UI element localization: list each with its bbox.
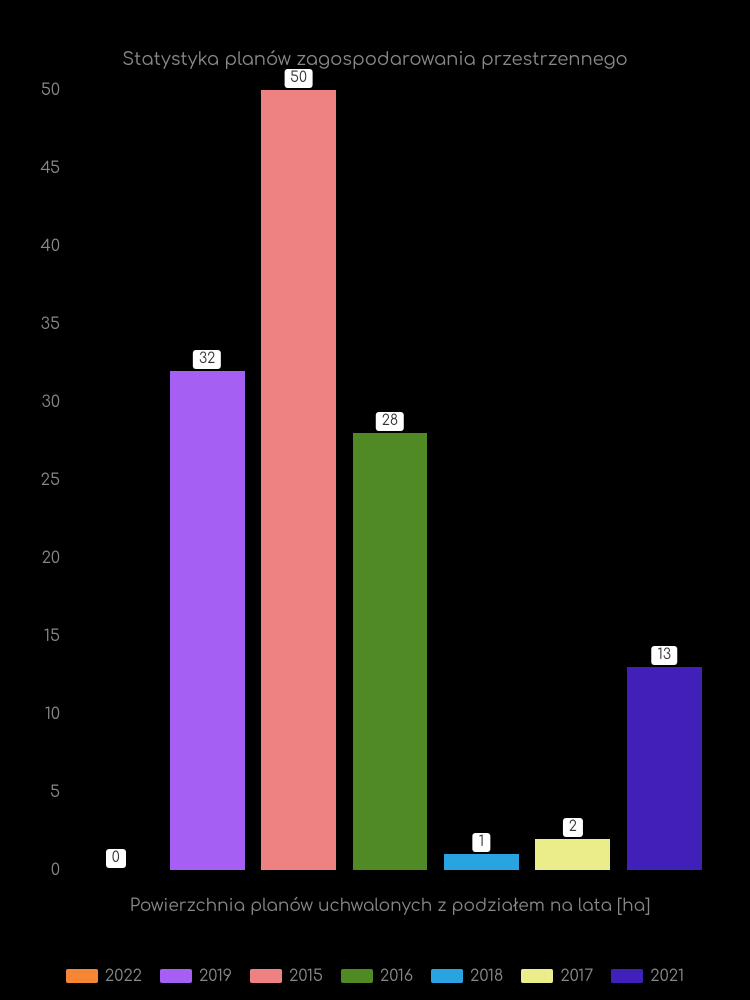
legend-item-2018: 2018	[431, 967, 503, 985]
legend-label-2022: 2022	[105, 967, 142, 985]
y-tick-label: 15	[10, 627, 60, 645]
legend-item-2021: 2021	[611, 967, 684, 985]
bar-2016	[353, 433, 428, 870]
legend-item-2017: 2017	[521, 967, 593, 985]
y-tick-label: 40	[10, 237, 60, 255]
legend: 2022 2019 2015 2016 2018 2017 2021	[0, 967, 750, 985]
legend-swatch-2017	[521, 969, 553, 983]
y-tick-label: 25	[10, 471, 60, 489]
bar-label-2019: 32	[193, 350, 221, 369]
legend-swatch-2022	[66, 969, 98, 983]
legend-label-2021: 2021	[650, 967, 684, 985]
legend-swatch-2018	[431, 969, 463, 983]
legend-label-2015: 2015	[289, 967, 323, 985]
y-tick-label: 20	[10, 549, 60, 567]
y-tick-label: 10	[10, 705, 60, 723]
legend-item-2022: 2022	[66, 967, 142, 985]
legend-swatch-2021	[611, 969, 643, 983]
y-tick-label: 50	[10, 81, 60, 99]
y-tick-label: 45	[10, 159, 60, 177]
bar-2018	[444, 854, 519, 870]
bar-label-2018: 1	[473, 833, 490, 852]
chart-title: Statystyka planów zagospodarowania przes…	[0, 50, 750, 70]
legend-swatch-2016	[341, 969, 373, 983]
legend-swatch-2019	[160, 969, 192, 983]
bar-2015	[261, 90, 336, 870]
x-axis-title: Powierzchnia planów uchwalonych z podzia…	[70, 896, 710, 915]
legend-item-2015: 2015	[250, 967, 323, 985]
legend-label-2017: 2017	[560, 967, 593, 985]
y-tick-label: 30	[10, 393, 60, 411]
bar-label-2017: 2	[563, 818, 583, 837]
bar-label-2022: 0	[106, 849, 126, 868]
bar-label-2015: 50	[284, 69, 313, 88]
y-tick-label: 0	[10, 861, 60, 879]
bar-label-2016: 28	[376, 412, 404, 431]
y-tick-label: 5	[10, 783, 60, 801]
bar-2017	[535, 839, 610, 870]
bar-2021	[627, 667, 702, 870]
legend-item-2019: 2019	[160, 967, 232, 985]
plot-area: 0510152025303540455003250281213	[70, 90, 710, 870]
legend-label-2019: 2019	[199, 967, 232, 985]
chart-container: Statystyka planów zagospodarowania przes…	[0, 0, 750, 1000]
bar-2019	[170, 371, 245, 870]
legend-label-2018: 2018	[470, 967, 503, 985]
legend-label-2016: 2016	[380, 967, 413, 985]
legend-swatch-2015	[250, 969, 282, 983]
y-tick-label: 35	[10, 315, 60, 333]
bar-label-2021: 13	[652, 646, 677, 665]
legend-item-2016: 2016	[341, 967, 413, 985]
